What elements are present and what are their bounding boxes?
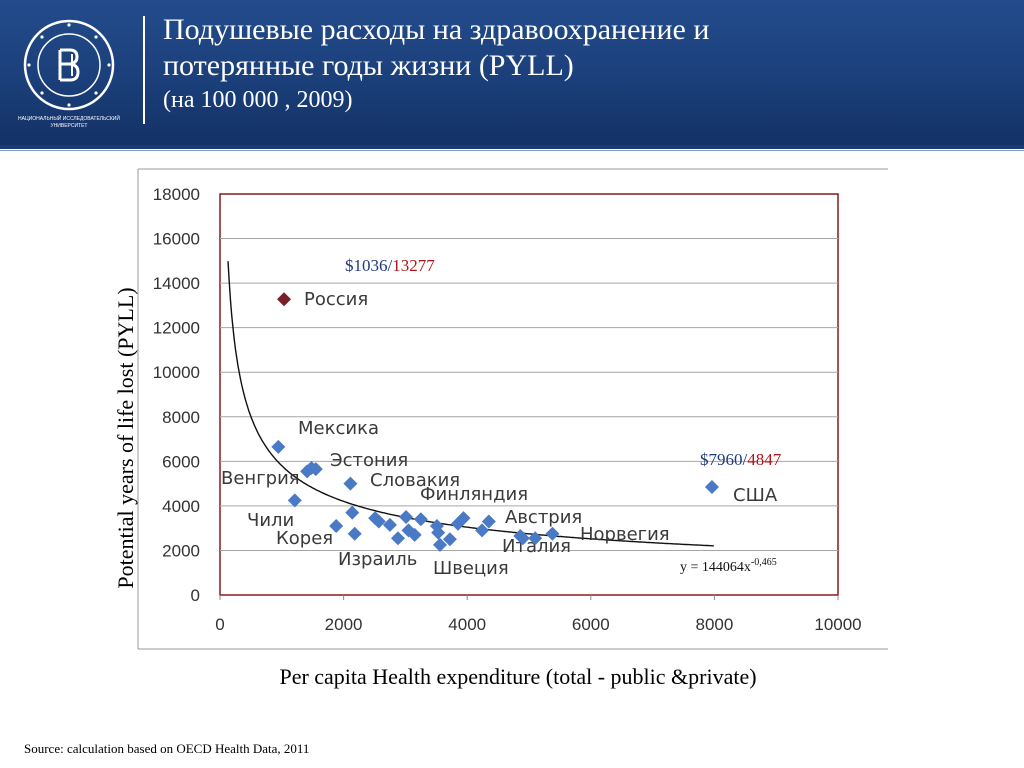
logo-caption-line1: НАЦИОНАЛЬНЫЙ ИССЛЕДОВАТЕЛЬСКИЙ — [18, 114, 120, 122]
data-point — [345, 505, 360, 520]
scatter-chart: 0 2000 4000 6000 8000 10000 12000 14000 16000 180… — [113, 168, 888, 689]
data-point — [545, 526, 560, 541]
y-tick-label: 14000 — [153, 274, 200, 293]
data-point — [704, 480, 719, 495]
data-point — [343, 476, 358, 491]
x-tick-label: 0 — [215, 615, 224, 634]
data-point — [347, 526, 362, 541]
data-point — [407, 527, 422, 542]
x-axis-title: Per capita Health expenditure (total - p… — [279, 664, 756, 689]
title-line-2: потерянные годы жизни (PYLL) — [163, 49, 574, 82]
point-label: Корея — [276, 528, 333, 549]
slide-title: Подушевые расходы на здравоохранение и п… — [163, 12, 709, 116]
point-label: Эстония — [330, 450, 408, 471]
point-label: Норвегия — [580, 524, 670, 545]
point-label: Чили — [247, 510, 294, 531]
data-point — [456, 511, 471, 526]
y-tick-label: 6000 — [162, 452, 200, 471]
title-subtitle: (на 100 000 , 2009) — [163, 87, 353, 113]
data-point-russia — [277, 292, 292, 307]
data-point — [308, 462, 323, 477]
callout-annotation: $1036/13277 — [345, 256, 435, 275]
header-divider — [143, 16, 145, 124]
title-line-1: Подушевые расходы на здравоохранение и — [163, 13, 710, 46]
data-point — [287, 493, 302, 508]
point-label: Израиль — [338, 549, 417, 570]
data-point — [431, 525, 446, 540]
data-point — [475, 523, 490, 538]
x-tick-label: 2000 — [325, 615, 363, 634]
header-bar: НАЦИОНАЛЬНЫЙ ИССЛЕДОВАТЕЛЬСКИЙ УНИВЕРСИТ… — [0, 0, 1024, 145]
source-note: Source: calculation based on OECD Health… — [24, 741, 310, 756]
data-point — [390, 531, 405, 546]
data-point — [382, 517, 397, 532]
data-point — [329, 518, 344, 533]
point-label: Австрия — [505, 507, 582, 528]
y-tick-label: 10000 — [153, 363, 200, 382]
point-label: Россия — [304, 289, 368, 310]
header-rule-thin — [0, 150, 1024, 151]
x-tick-label: 4000 — [448, 615, 486, 634]
data-point — [433, 537, 448, 552]
data-point — [442, 532, 457, 547]
x-tick-label: 10000 — [814, 615, 861, 634]
y-tick-label: 8000 — [162, 408, 200, 427]
point-label: Финляндия — [420, 484, 528, 505]
y-tick-label: 0 — [191, 586, 200, 605]
callout-annotation: $7960/4847 — [700, 450, 782, 469]
data-point — [399, 510, 414, 525]
x-tick-label: 8000 — [695, 615, 733, 634]
point-label: Словакия — [370, 470, 460, 491]
logo-caption-line2: УНИВЕРСИТЕТ — [51, 123, 88, 129]
chart-area: 0 2000 4000 6000 8000 10000 12000 14000 16000 180… — [0, 155, 1024, 715]
data-point — [371, 514, 386, 529]
plot-frame — [219, 193, 839, 596]
y-tick-label: 18000 — [153, 185, 200, 204]
trendline-equation: y = 144064x-0,465 — [680, 557, 777, 575]
y-tick-label: 2000 — [162, 541, 200, 560]
data-point — [413, 512, 428, 527]
data-point — [528, 531, 543, 546]
x-tick-label: 6000 — [572, 615, 610, 634]
point-label: Мексика — [298, 418, 379, 439]
y-tick-label: 16000 — [153, 230, 200, 249]
header-rule — [0, 145, 1024, 149]
point-label: США — [733, 485, 778, 506]
trendline — [227, 261, 714, 547]
data-point — [481, 514, 496, 529]
y-tick-label: 12000 — [153, 319, 200, 338]
point-label: Венгрия — [221, 468, 300, 489]
point-label: Швеция — [433, 558, 509, 579]
data-point — [271, 439, 286, 454]
y-axis-title: Potential years of life lost (PYLL) — [113, 287, 138, 588]
university-logo: НАЦИОНАЛЬНЫЙ ИССЛЕДОВАТЕЛЬСКИЙ УНИВЕРСИТ… — [18, 19, 120, 129]
data-point — [515, 531, 530, 546]
y-tick-label: 4000 — [162, 497, 200, 516]
